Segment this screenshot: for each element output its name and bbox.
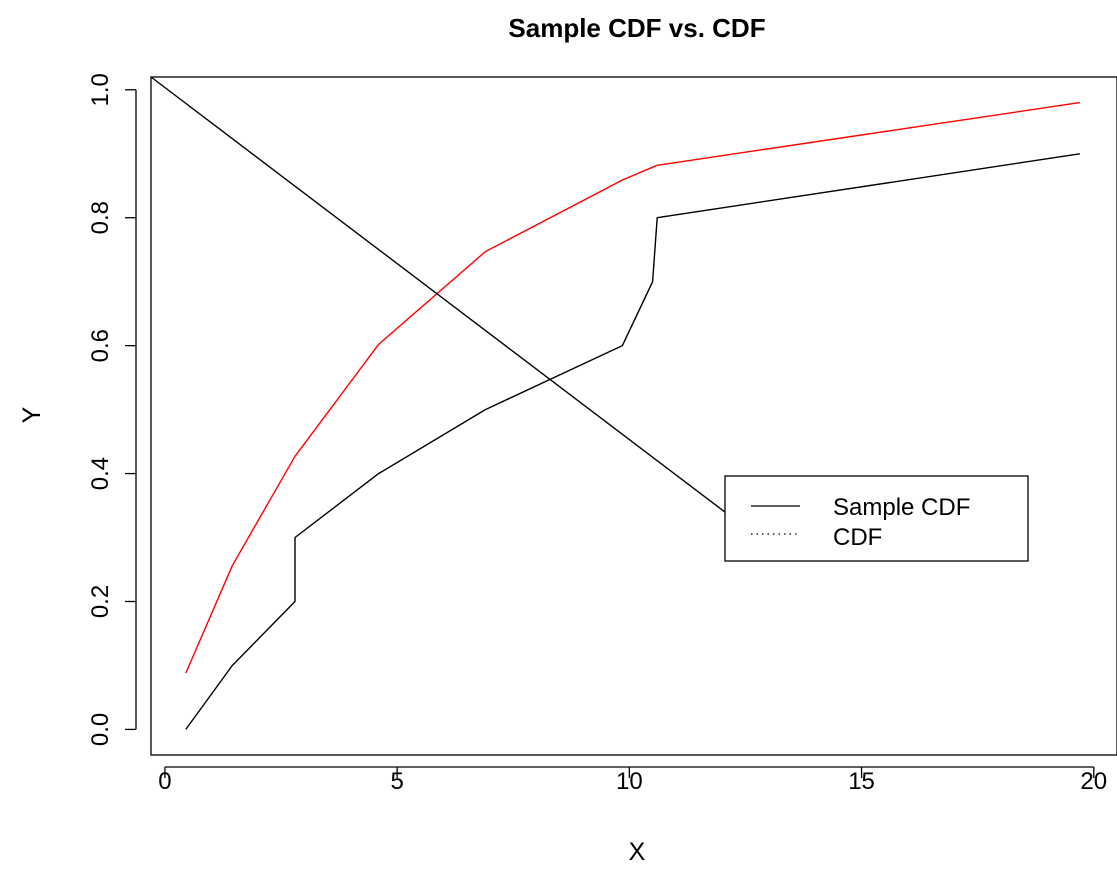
y-tick-label: 0.8 [87, 201, 114, 234]
series-line-3 [150, 76, 751, 532]
legend-label-cdf: CDF [833, 524, 882, 551]
plot-frame [150, 76, 1117, 756]
legend: Sample CDF CDF [724, 475, 1029, 562]
x-tick-label: 0 [158, 768, 171, 795]
x-axis-label: X [629, 838, 646, 866]
series-line-1 [185, 153, 1080, 730]
chart-title: Sample CDF vs. CDF [508, 13, 765, 43]
series-layer [150, 76, 1080, 730]
y-axis: 0.0 0.2 0.4 0.6 0.8 1.0 [87, 73, 137, 746]
x-tick-label: 10 [616, 768, 643, 795]
x-tick-label: 5 [390, 768, 403, 795]
x-axis: 0 5 10 15 20 [158, 766, 1107, 795]
y-axis-label: Y [18, 406, 46, 423]
x-tick-label: 20 [1080, 768, 1107, 795]
y-tick-label: 1.0 [87, 73, 114, 106]
y-tick-label: 0.4 [87, 457, 114, 490]
series-line-2 [185, 101, 1080, 674]
y-tick-label: 0.0 [87, 713, 114, 746]
legend-label-sample-cdf: Sample CDF [833, 494, 970, 521]
y-tick-label: 0.2 [87, 585, 114, 618]
x-tick-label: 15 [848, 768, 875, 795]
y-tick-label: 0.6 [87, 329, 114, 362]
legend-box [724, 475, 1029, 562]
